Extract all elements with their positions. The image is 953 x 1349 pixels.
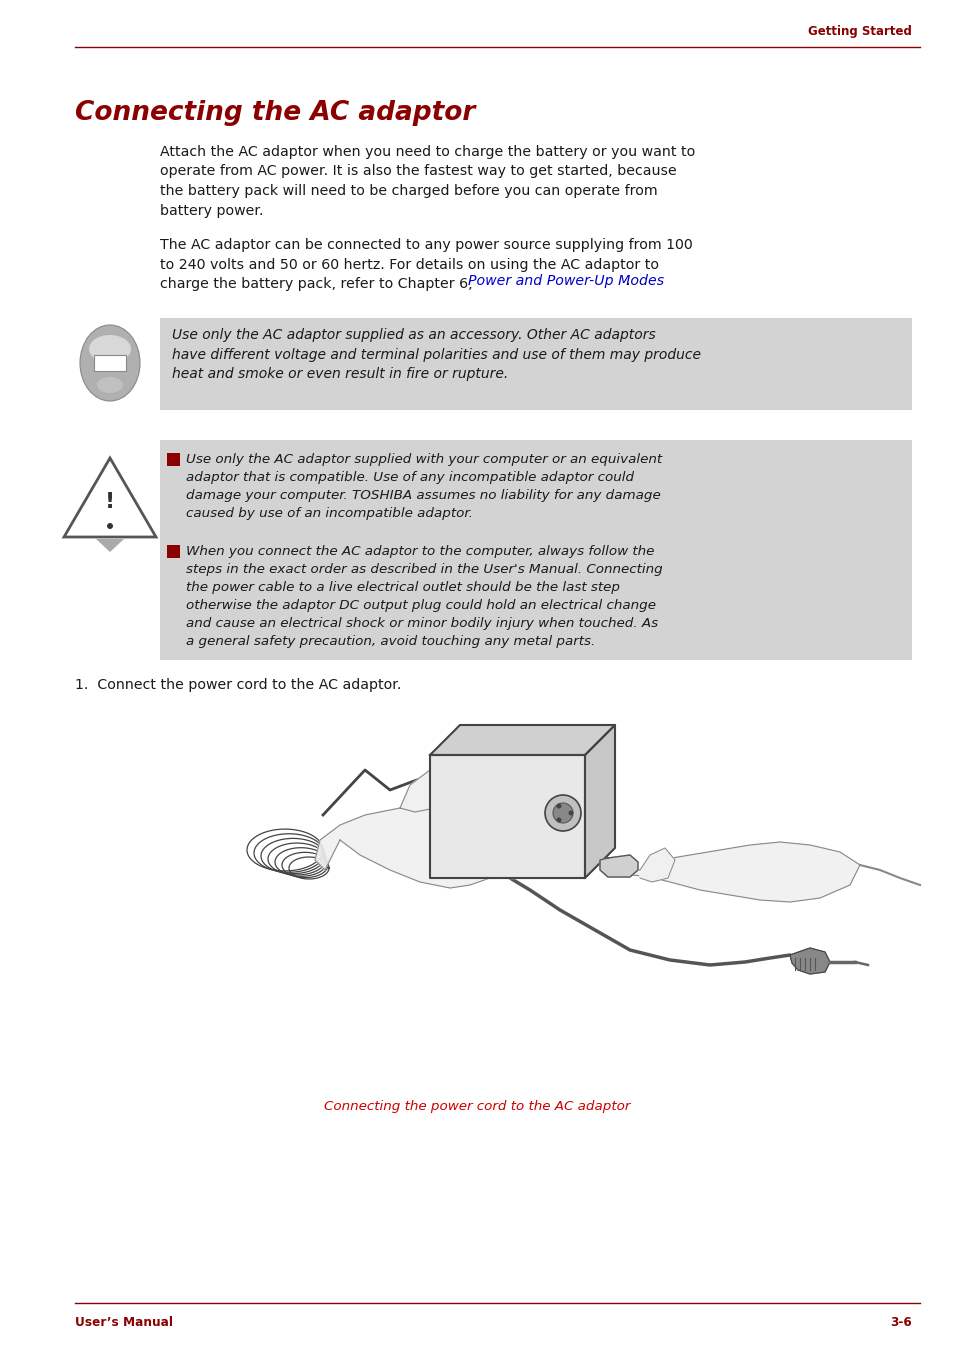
- Text: Getting Started: Getting Started: [807, 26, 911, 39]
- Text: Connecting the AC adaptor: Connecting the AC adaptor: [75, 100, 475, 125]
- Text: 3-6: 3-6: [889, 1315, 911, 1329]
- Ellipse shape: [80, 325, 140, 401]
- FancyBboxPatch shape: [167, 453, 180, 465]
- FancyBboxPatch shape: [167, 545, 180, 558]
- Circle shape: [107, 523, 112, 529]
- Polygon shape: [639, 849, 675, 882]
- Text: .: .: [625, 274, 630, 287]
- FancyBboxPatch shape: [160, 318, 911, 410]
- Text: 1.  Connect the power cord to the AC adaptor.: 1. Connect the power cord to the AC adap…: [75, 679, 401, 692]
- Circle shape: [556, 804, 561, 808]
- Polygon shape: [584, 724, 615, 878]
- Circle shape: [568, 811, 573, 816]
- Ellipse shape: [89, 335, 131, 363]
- Circle shape: [544, 795, 580, 831]
- Text: The AC adaptor can be connected to any power source supplying from 100
to 240 vo: The AC adaptor can be connected to any p…: [160, 237, 692, 291]
- Polygon shape: [627, 842, 859, 902]
- Text: Connecting the power cord to the AC adaptor: Connecting the power cord to the AC adap…: [323, 1099, 630, 1113]
- Polygon shape: [430, 724, 615, 755]
- Text: When you connect the AC adaptor to the computer, always follow the
steps in the : When you connect the AC adaptor to the c…: [186, 545, 662, 648]
- Text: !: !: [105, 492, 115, 513]
- Polygon shape: [599, 855, 638, 877]
- Polygon shape: [314, 808, 499, 888]
- Polygon shape: [430, 755, 584, 878]
- Polygon shape: [399, 770, 450, 812]
- Text: Attach the AC adaptor when you need to charge the battery or you want to
operate: Attach the AC adaptor when you need to c…: [160, 144, 695, 217]
- Polygon shape: [789, 948, 829, 974]
- Text: User’s Manual: User’s Manual: [75, 1315, 172, 1329]
- Polygon shape: [64, 459, 156, 537]
- Text: Use only the AC adaptor supplied as an accessory. Other AC adaptors
have differe: Use only the AC adaptor supplied as an a…: [172, 328, 700, 380]
- Text: Power and Power-Up Modes: Power and Power-Up Modes: [468, 274, 663, 287]
- Polygon shape: [96, 540, 124, 552]
- Circle shape: [553, 803, 573, 823]
- Circle shape: [556, 817, 561, 823]
- FancyBboxPatch shape: [160, 440, 911, 660]
- Text: Use only the AC adaptor supplied with your computer or an equivalent
adaptor tha: Use only the AC adaptor supplied with yo…: [186, 453, 661, 519]
- FancyBboxPatch shape: [94, 355, 126, 371]
- Ellipse shape: [97, 376, 123, 393]
